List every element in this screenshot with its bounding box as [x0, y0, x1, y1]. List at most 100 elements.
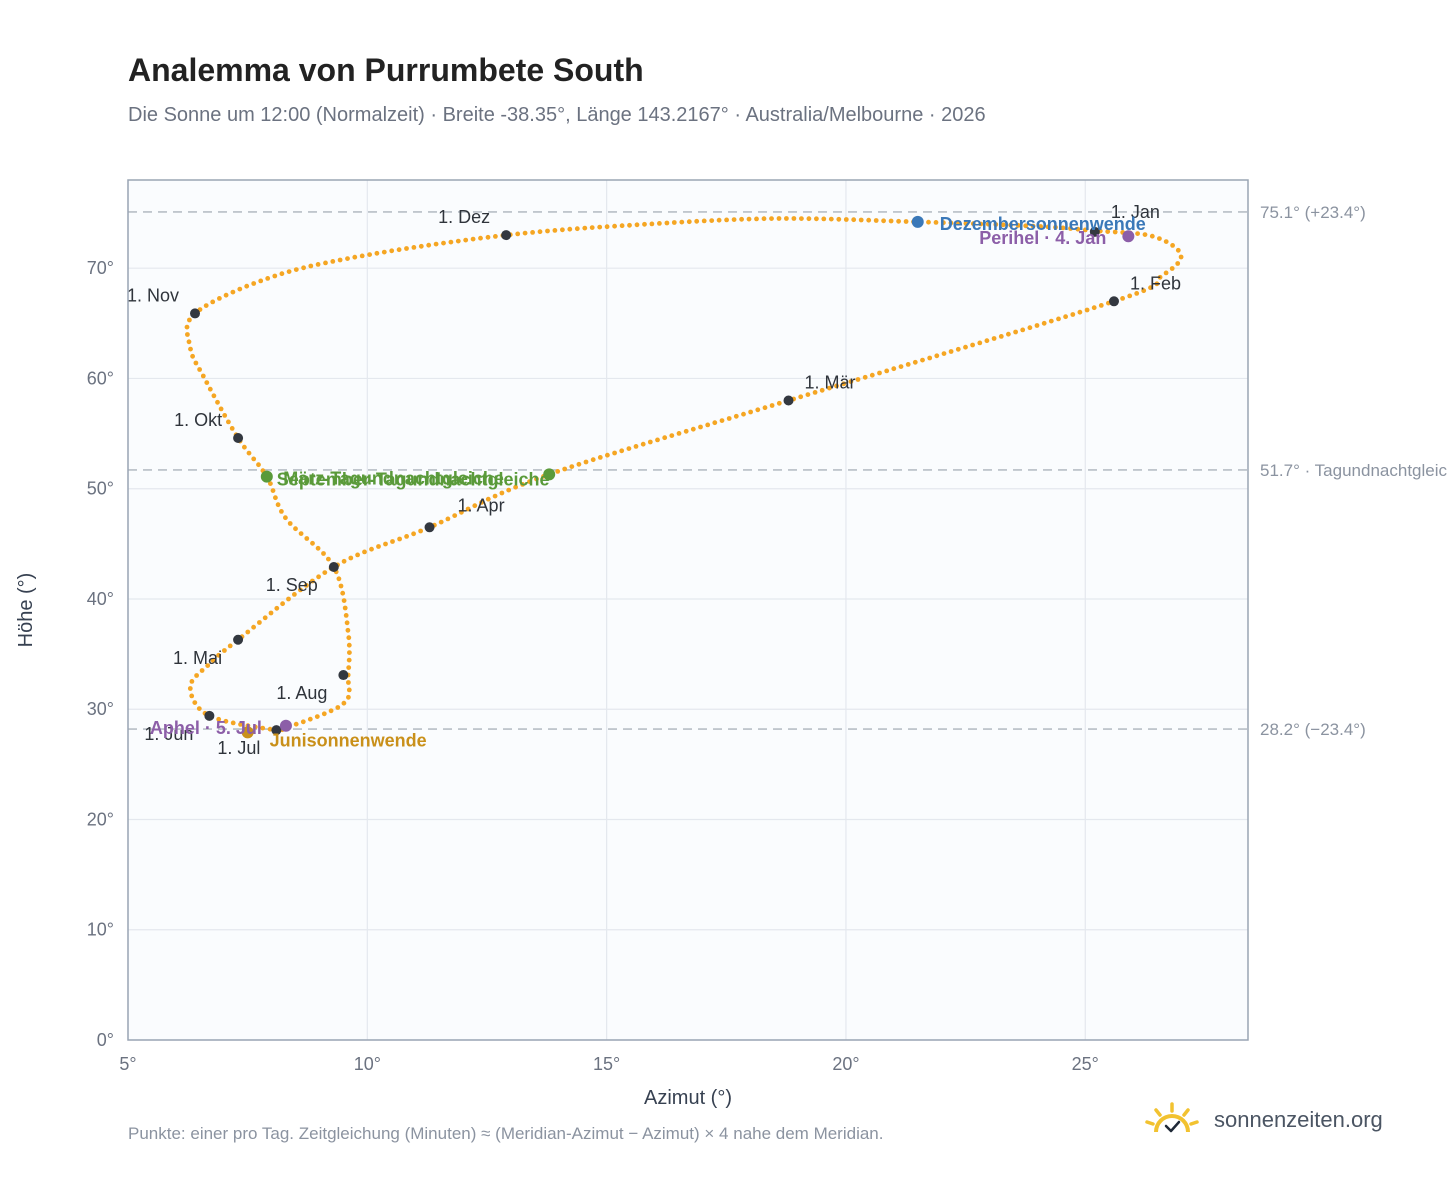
month-point [338, 670, 349, 681]
day-point [300, 719, 306, 725]
day-point [1063, 314, 1068, 320]
day-point [367, 252, 372, 257]
day-point [927, 355, 933, 361]
day-point [726, 416, 732, 421]
day-point [515, 231, 521, 237]
day-point [396, 247, 402, 253]
day-point [211, 393, 217, 399]
day-point [1068, 226, 1073, 231]
day-point [821, 216, 827, 222]
day-point [1112, 229, 1118, 235]
day-point [791, 216, 797, 221]
day-point [1154, 281, 1160, 287]
day-point [590, 457, 596, 463]
day-point [359, 253, 365, 259]
day-point [342, 605, 348, 611]
day-point [970, 342, 975, 348]
month-point [1089, 226, 1100, 237]
day-point [560, 227, 565, 233]
day-point [574, 226, 580, 232]
day-point [389, 248, 395, 254]
day-point [520, 482, 525, 487]
month-point [328, 562, 339, 572]
day-point [978, 221, 984, 227]
day-point [605, 452, 610, 458]
day-point [690, 426, 696, 432]
month-point [783, 395, 794, 406]
day-point [589, 225, 595, 231]
day-point [227, 643, 233, 649]
month-label: 1. Mär [805, 373, 856, 393]
day-point [898, 364, 904, 369]
day-point [190, 353, 196, 359]
day-point [493, 234, 498, 239]
day-point [1178, 254, 1184, 260]
day-point [884, 368, 890, 374]
month-point [501, 230, 512, 241]
day-point [314, 714, 320, 719]
day-point [448, 239, 454, 245]
day-point [798, 394, 804, 400]
event-label: Aphel · 5. Jul [150, 718, 262, 738]
event-point [260, 470, 273, 483]
day-point [267, 726, 273, 732]
day-point [827, 385, 832, 391]
day-point [626, 446, 632, 451]
day-point [724, 217, 729, 223]
day-point [1163, 270, 1169, 276]
day-point [784, 216, 789, 221]
y-tick-label: 70° [87, 258, 114, 278]
day-point [262, 615, 268, 621]
day-point [941, 220, 946, 226]
day-point [1020, 327, 1026, 333]
footnote: Punkte: einer pro Tag. Zeitgleichung (Mi… [128, 1124, 884, 1143]
y-tick-label: 10° [87, 920, 114, 940]
day-point [347, 650, 352, 655]
day-point [993, 222, 999, 227]
day-point [848, 379, 854, 384]
day-point [1000, 222, 1006, 228]
day-point [293, 526, 298, 532]
day-point [203, 303, 209, 308]
day-point [346, 687, 352, 693]
day-point [877, 370, 882, 376]
event-point [241, 726, 254, 739]
day-point [275, 502, 281, 508]
day-point [963, 221, 969, 226]
day-point [891, 366, 897, 372]
day-point [569, 464, 575, 469]
month-point [233, 433, 244, 443]
reference-line-label: 51.7° · Tagundnachtgleiche [1260, 461, 1448, 480]
day-point [806, 216, 812, 222]
day-point [251, 281, 257, 286]
day-point [1091, 305, 1097, 311]
day-point [1060, 225, 1066, 231]
day-point [552, 228, 558, 233]
day-point [855, 377, 861, 382]
day-point [576, 461, 582, 467]
day-point [955, 346, 961, 352]
x-tick-label: 10° [354, 1054, 381, 1074]
day-point [499, 490, 505, 496]
x-tick-label: 20° [832, 1054, 859, 1074]
day-point [258, 278, 264, 284]
day-point [245, 629, 251, 635]
day-point [279, 509, 284, 514]
day-point [619, 223, 625, 229]
day-point [343, 613, 349, 618]
month-point [1108, 296, 1119, 307]
day-point [712, 420, 718, 426]
day-point [411, 531, 416, 537]
day-point [1015, 223, 1021, 228]
day-point [322, 570, 328, 575]
day-point [1045, 224, 1051, 230]
day-point [308, 263, 314, 269]
day-point [433, 241, 439, 247]
day-point [933, 220, 939, 225]
brand-logo[interactable]: sonnenzeiten.org [1144, 1102, 1383, 1138]
day-point [841, 381, 847, 387]
day-point [189, 679, 195, 684]
day-point [280, 601, 285, 607]
day-point [662, 435, 668, 441]
day-point [926, 219, 931, 225]
